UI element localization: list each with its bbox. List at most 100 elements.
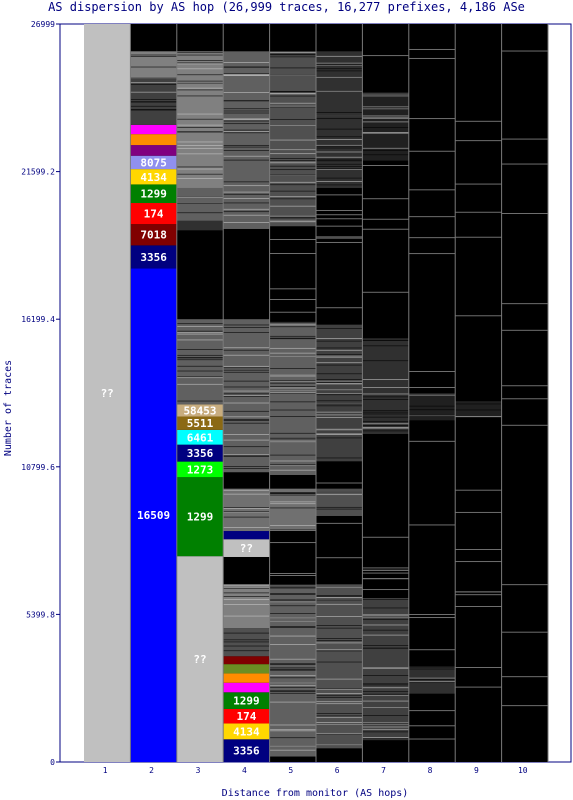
trace-line xyxy=(269,492,316,493)
trace-line xyxy=(408,414,456,416)
trace-line xyxy=(501,584,548,586)
trace-line xyxy=(316,362,363,364)
trace-line xyxy=(501,676,548,678)
bar-segment-hop9-unlabeled-0 xyxy=(455,401,502,418)
trace-line xyxy=(362,634,409,636)
trace-line xyxy=(316,650,363,652)
trace-line xyxy=(130,109,177,111)
trace-line xyxy=(130,101,177,103)
trace-line xyxy=(176,333,224,335)
bar-segment-hop6-unlabeled-3 xyxy=(316,51,363,188)
trace-line xyxy=(408,679,456,680)
trace-line xyxy=(455,511,502,513)
trace-line xyxy=(269,599,316,601)
hop-dividers xyxy=(129,24,549,762)
trace-line xyxy=(223,402,270,404)
trace-line xyxy=(316,649,363,651)
trace-line xyxy=(269,337,316,339)
trace-line xyxy=(223,193,270,195)
trace-line xyxy=(316,405,363,407)
trace-line xyxy=(130,56,177,57)
trace-line xyxy=(362,707,409,708)
trace-line xyxy=(223,347,270,349)
bar-segment-hop2-16509 xyxy=(130,268,177,762)
trace-line xyxy=(455,315,502,317)
trace-line xyxy=(316,76,363,78)
trace-line xyxy=(408,666,456,668)
segment-label-hop2-7018: 7018 xyxy=(140,229,167,242)
trace-line xyxy=(130,76,177,78)
trace-line xyxy=(223,119,270,121)
trace-line xyxy=(408,150,456,152)
trace-line xyxy=(269,160,316,162)
trace-line xyxy=(316,181,363,182)
trace-line xyxy=(269,196,316,198)
trace-line xyxy=(362,154,409,156)
trace-line xyxy=(223,208,270,210)
trace-line xyxy=(176,325,224,327)
trace-line xyxy=(223,511,270,513)
trace-line xyxy=(223,120,270,122)
trace-line xyxy=(269,668,316,670)
bar-segment-hop4-unlabeled-14 xyxy=(223,51,270,229)
trace-line xyxy=(316,661,363,663)
trace-line xyxy=(269,392,316,394)
trace-line xyxy=(316,364,363,366)
trace-line xyxy=(408,614,456,615)
trace-line xyxy=(316,338,363,339)
bar-segment-hop8-unlabeled-1 xyxy=(408,392,456,421)
trace-line xyxy=(176,95,224,97)
trace-line xyxy=(269,299,316,300)
trace-line xyxy=(455,236,502,238)
x-tick-label: 9 xyxy=(474,766,479,775)
trace-line xyxy=(269,586,316,588)
trace-line xyxy=(316,715,363,717)
trace-line xyxy=(316,437,363,439)
trace-line xyxy=(176,359,224,361)
trace-line xyxy=(223,73,270,75)
trace-line xyxy=(316,732,363,734)
trace-line xyxy=(362,399,409,400)
trace-line xyxy=(223,332,270,334)
trace-line xyxy=(316,166,363,167)
trace-line xyxy=(316,147,363,149)
trace-line xyxy=(223,587,270,589)
trace-line xyxy=(269,677,316,679)
trace-line xyxy=(223,73,270,75)
trace-line xyxy=(223,74,270,76)
trace-line xyxy=(316,400,363,402)
trace-line xyxy=(176,339,224,341)
trace-line xyxy=(362,700,409,702)
trace-line xyxy=(176,62,224,64)
trace-line xyxy=(176,349,224,350)
x-axis-ticks: 1 2 3 4 5 6 7 8 9 10 xyxy=(103,766,528,775)
trace-line xyxy=(316,145,363,147)
segment-label-hop2-4134: 4134 xyxy=(140,171,167,184)
bar-segment-hop2-8075 xyxy=(130,155,177,170)
trace-line xyxy=(362,567,409,569)
y-tick-label: 21599.2 xyxy=(21,168,55,177)
trace-line xyxy=(223,641,270,643)
trace-line xyxy=(316,494,363,496)
bar-segment-hop1-?? xyxy=(84,24,131,762)
trace-line xyxy=(316,688,363,690)
trace-line xyxy=(501,705,548,707)
trace-line xyxy=(316,64,363,66)
trace-line xyxy=(362,106,409,108)
trace-line xyxy=(316,357,363,358)
trace-line xyxy=(316,379,363,380)
bar-segment-hop4-unlabeled-7 xyxy=(223,656,270,665)
trace-line xyxy=(316,522,363,524)
trace-line xyxy=(223,327,270,328)
trace-line xyxy=(176,54,224,56)
trace-line xyxy=(223,159,270,161)
trace-line xyxy=(223,181,270,183)
trace-line xyxy=(269,239,316,240)
trace-line xyxy=(176,74,224,76)
segment-label-hop3-3356: 3356 xyxy=(187,447,214,460)
trace-line xyxy=(362,396,409,398)
trace-line xyxy=(176,145,224,146)
trace-line xyxy=(362,624,409,626)
trace-line xyxy=(455,183,502,185)
trace-line xyxy=(269,181,316,183)
